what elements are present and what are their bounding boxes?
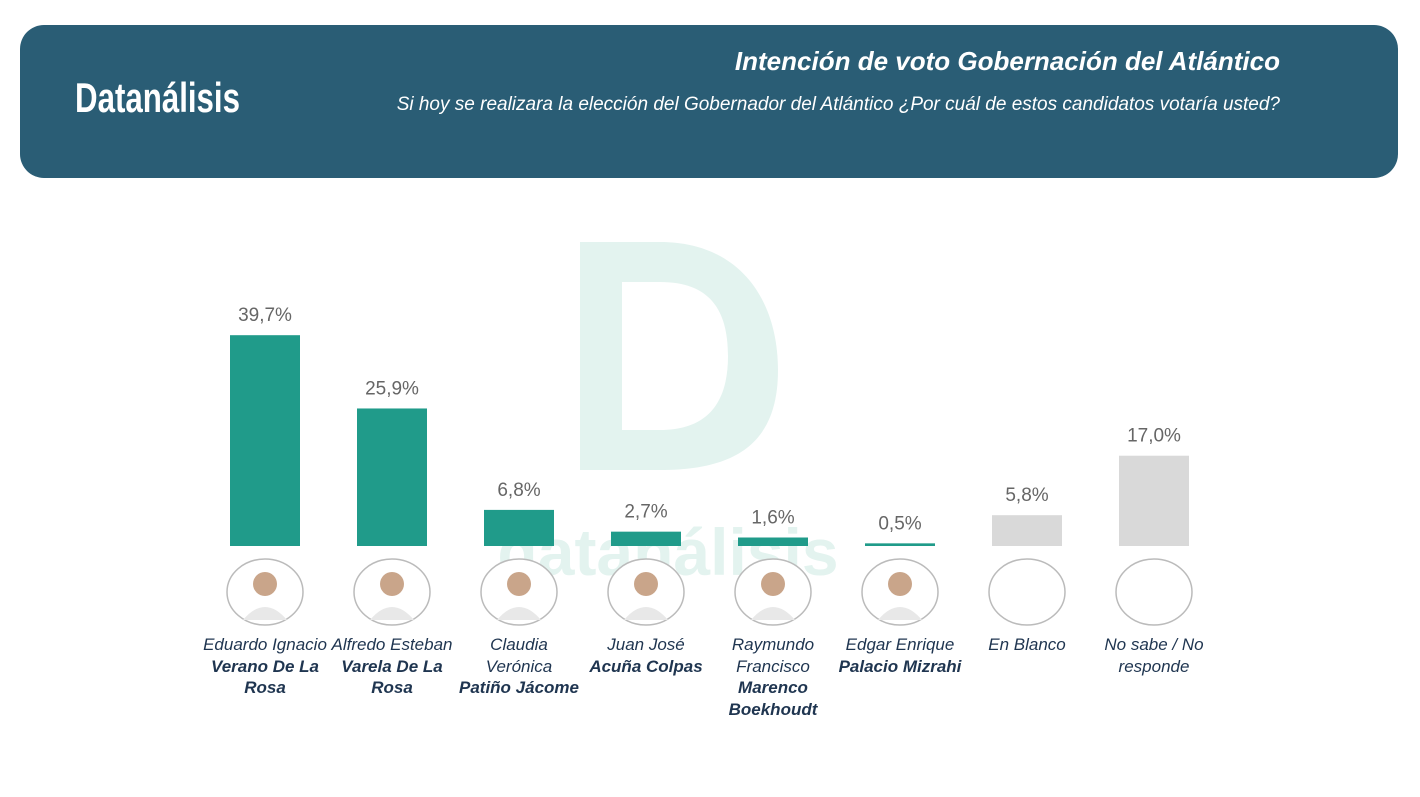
photo-body [624, 607, 668, 620]
bar [865, 543, 935, 546]
category-label: Edgar Enrique Palacio Mizrahi [837, 634, 963, 677]
surname: Varela De La Rosa [341, 656, 443, 698]
surname: Acuña Colpas [589, 656, 703, 676]
category-label: En Blanco [964, 634, 1090, 656]
photo-body [370, 607, 414, 620]
category-label: No sabe / No responde [1091, 634, 1217, 677]
photo-head [888, 572, 912, 596]
surname: Palacio Mizrahi [838, 656, 962, 676]
category-label: Raymundo Francisco Marenco Boekhoudt [710, 634, 836, 720]
surname: Verano De La Rosa [210, 656, 320, 698]
header [20, 25, 1398, 178]
photo-head [634, 572, 658, 596]
photo-head [253, 572, 277, 596]
bar [738, 537, 808, 546]
first-name: En Blanco [988, 635, 1066, 654]
bar [357, 408, 427, 546]
brand-logo: Datanálisis [75, 74, 240, 121]
photo-body [497, 607, 541, 620]
value-label: 17,0% [1127, 426, 1181, 447]
value-label: 1,6% [751, 508, 794, 529]
bar [230, 335, 300, 546]
value-label: 0,5% [878, 513, 921, 534]
first-name: No sabe / No responde [1104, 635, 1204, 676]
photo-head [507, 572, 531, 596]
surname: Patiño Jácome [459, 678, 579, 697]
chart-title: Intención de voto Gobernación del Atlánt… [735, 46, 1280, 76]
category-label: Juan José Acuña Colpas [583, 634, 709, 677]
first-name: Juan José [607, 635, 685, 654]
bar [611, 531, 681, 546]
photo-body [878, 607, 922, 620]
category-label: Alfredo Esteban Varela De La Rosa [329, 634, 455, 699]
bar [484, 509, 554, 546]
value-label: 5,8% [1005, 485, 1048, 506]
category-label: Eduardo Ignacio Verano De La Rosa [202, 634, 328, 699]
first-name: Alfredo Esteban [331, 635, 453, 654]
watermark-mark [580, 242, 778, 470]
photo-body [751, 607, 795, 620]
chart-subtitle: Si hoy se realizara la elección del Gobe… [397, 94, 1281, 115]
surname: Marenco Boekhoudt [728, 678, 818, 719]
candidate-photo [1115, 558, 1193, 626]
first-name: Raymundo Francisco [731, 635, 815, 676]
candidate-photo [988, 558, 1066, 626]
value-label: 6,8% [497, 480, 540, 501]
category-label: Claudia Verónica Patiño Jácome [456, 634, 582, 699]
photo-head [380, 572, 404, 596]
bar [1119, 455, 1189, 546]
value-label: 39,7% [238, 305, 292, 326]
photo-head [761, 572, 785, 596]
bar [992, 515, 1062, 546]
value-label: 25,9% [365, 378, 419, 399]
photo-body [243, 607, 287, 620]
first-name: Claudia Verónica [485, 635, 553, 676]
value-label: 2,7% [624, 502, 667, 523]
first-name: Eduardo Ignacio [203, 635, 327, 654]
first-name: Edgar Enrique [845, 635, 955, 654]
